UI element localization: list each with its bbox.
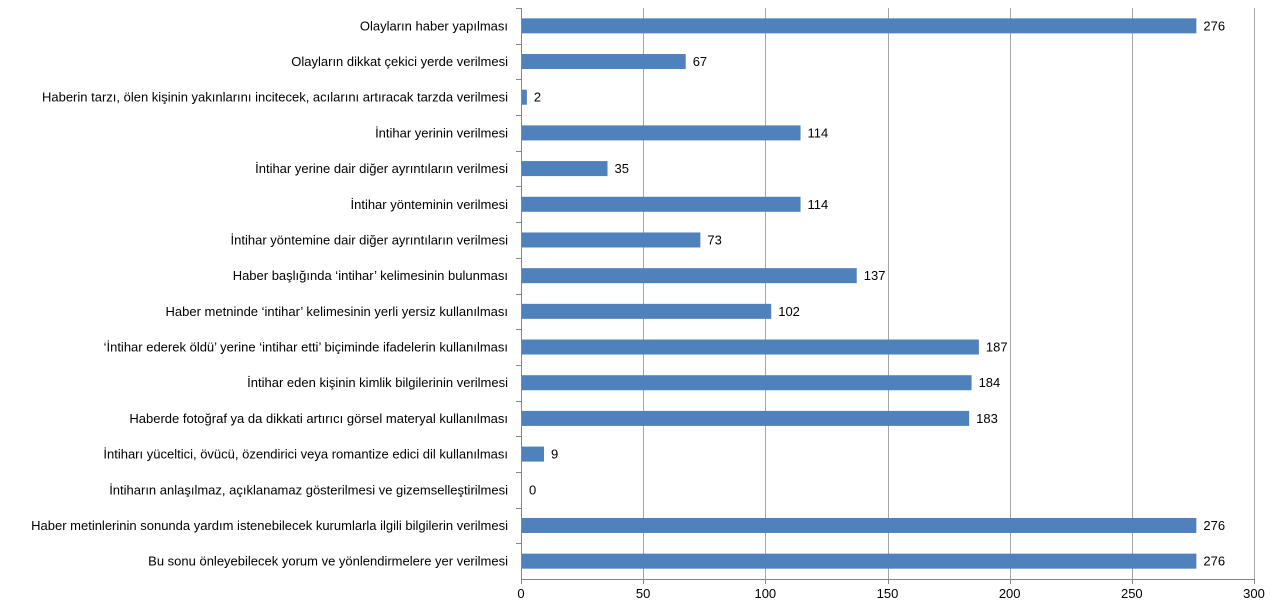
data-label: 73 [707, 232, 721, 247]
category-label: ‘İntihar ederek öldü’ yerine ‘intihar et… [104, 340, 508, 355]
data-label: 276 [1203, 18, 1225, 33]
data-label: 35 [615, 161, 629, 176]
category-label: İntihar yönteminin verilmesi [350, 197, 508, 212]
data-label: 276 [1203, 518, 1225, 533]
data-label: 102 [778, 304, 800, 319]
bar [522, 303, 772, 319]
x-tick-label: 250 [1121, 586, 1143, 601]
bar [522, 375, 972, 391]
data-label: 114 [808, 125, 829, 140]
category-label: Haber metinlerinin sonunda yardım istene… [31, 518, 508, 533]
bar [522, 232, 701, 248]
bar [522, 553, 1197, 569]
category-label: Olayların dikkat çekici yerde verilmesi [291, 54, 508, 69]
category-label: Olayların haber yapılması [360, 18, 508, 33]
category-label: Haber başlığında ‘intihar’ kelimesinin b… [233, 268, 508, 283]
category-label: Haberde fotoğraf ya da dikkati artırıcı … [129, 411, 508, 426]
bar-series [522, 18, 1197, 569]
bar [522, 410, 970, 426]
x-tick-label: 100 [754, 586, 776, 601]
bar [522, 161, 608, 177]
bar [522, 517, 1197, 533]
category-label: İntihar eden kişinin kimlik bilgilerinin… [247, 375, 508, 390]
bar [522, 125, 801, 141]
data-label: 187 [986, 340, 1008, 355]
bar [522, 89, 527, 105]
category-label: İntihar yerinin verilmesi [375, 125, 508, 140]
x-tick-label: 300 [1243, 586, 1265, 601]
category-label: Bu sonu önleyebilecek yorum ve yönlendir… [148, 554, 508, 569]
category-label: Haber metninde ‘intihar’ kelimesinin yer… [166, 304, 508, 319]
data-label: 2 [534, 90, 541, 105]
bar [522, 54, 686, 70]
data-label: 276 [1203, 554, 1225, 569]
category-label: İntiharı yüceltici, övücü, özendirici ve… [103, 447, 508, 462]
data-label: 67 [693, 54, 707, 69]
bar [522, 18, 1197, 34]
gridlines [643, 8, 1255, 579]
data-label: 0 [529, 482, 536, 497]
x-tick-label: 50 [636, 586, 650, 601]
axes: 0 50 100 150 200 250 300 [516, 8, 1265, 601]
data-label: 9 [551, 447, 558, 462]
category-label: İntihar yerine dair diğer ayrıntıların v… [255, 161, 508, 176]
category-labels: Olayların haber yapılması Olayların dikka… [31, 18, 508, 568]
data-label: 137 [864, 268, 886, 283]
data-label: 183 [976, 411, 998, 426]
category-label: İntiharın anlaşılmaz, açıklanamaz göster… [109, 482, 508, 497]
x-tick-label: 200 [999, 586, 1021, 601]
bar [522, 196, 801, 212]
data-labels: 276 67 2 114 35 114 73 137 102 187 184 183 9 0 276 276 [529, 18, 1225, 568]
category-label: Haberin tarzı, ölen kişinin yakınlarını … [42, 90, 508, 105]
x-tick-label: 150 [877, 586, 899, 601]
data-label: 114 [808, 197, 829, 212]
bar [522, 268, 857, 284]
bar [522, 339, 979, 355]
bar [522, 446, 544, 462]
data-label: 184 [979, 375, 1001, 390]
x-tick-label: 0 [517, 586, 524, 601]
category-label: İntihar yöntemine dair diğer ayrıntıları… [231, 232, 509, 247]
